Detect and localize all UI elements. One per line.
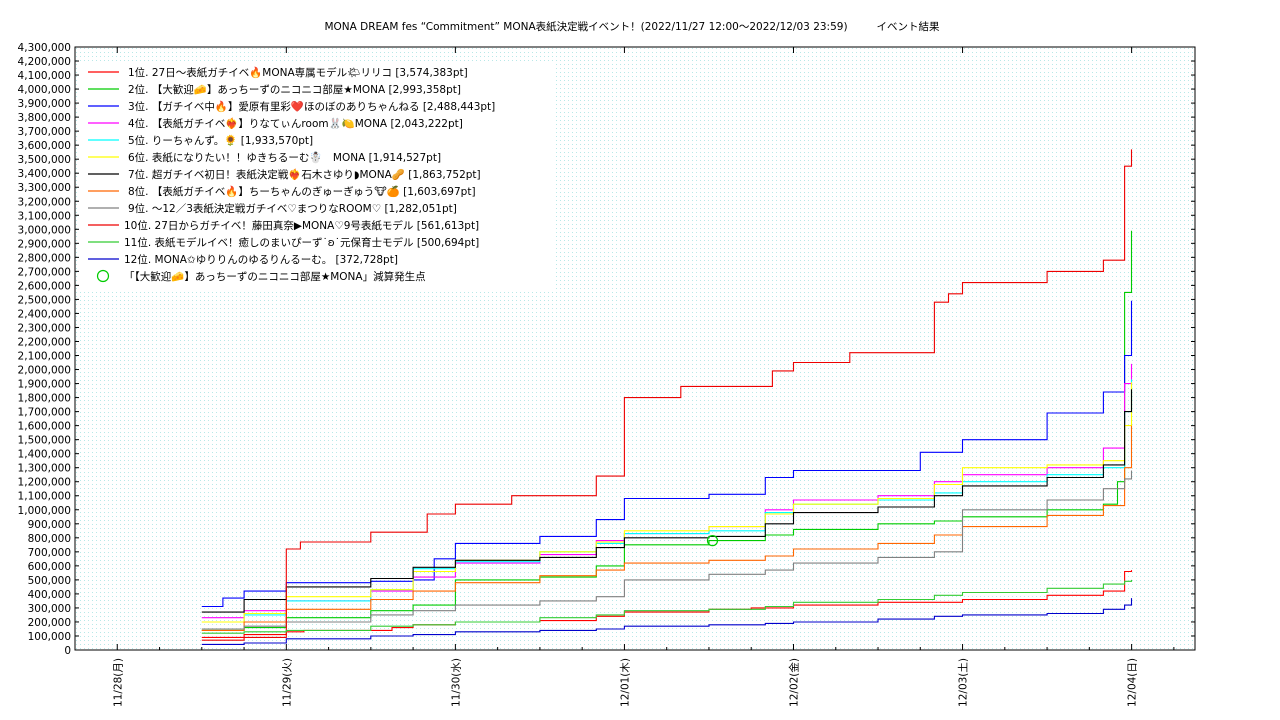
y-tick-label: 1,100,000 xyxy=(18,491,71,503)
y-tick-label: 4,100,000 xyxy=(18,70,71,82)
annotation-marker xyxy=(706,535,719,547)
y-tick-label: 1,900,000 xyxy=(18,379,71,391)
y-tick-label: 3,800,000 xyxy=(18,112,71,124)
x-tick-label: 12/02(金) xyxy=(787,658,800,707)
y-tick-label: 100,000 xyxy=(28,631,71,643)
y-tick-label: 900,000 xyxy=(28,519,71,531)
series-line-8 xyxy=(201,425,1133,631)
y-tick-label: 2,700,000 xyxy=(18,266,71,278)
y-axis: 0 100,000 200,000 300,000 400,000 500,000 600,… xyxy=(18,42,1195,657)
series-line-6 xyxy=(201,382,1133,623)
legend-entry-5: 5位. りーちゃんず。🌻 [1,933,570pt] xyxy=(128,134,313,147)
y-tick-label: 2,900,000 xyxy=(18,238,71,250)
y-tick-label: 3,500,000 xyxy=(18,154,71,166)
y-tick-label: 3,000,000 xyxy=(18,224,71,236)
y-tick-label: 300,000 xyxy=(28,603,71,615)
y-tick-label: 1,300,000 xyxy=(18,463,71,475)
y-tick-label: 2,800,000 xyxy=(18,252,71,264)
y-tick-label: 3,200,000 xyxy=(18,196,71,208)
x-tick-label: 11/29(火) xyxy=(281,658,293,707)
x-tick-label: 12/04(日) xyxy=(1127,658,1139,707)
legend-annotation-label: 「【大歓迎🧀】あっちーずのニコニコ部屋★MONA」減算発生点 xyxy=(124,270,426,283)
y-tick-label: 2,600,000 xyxy=(18,280,71,292)
y-tick-label: 3,600,000 xyxy=(18,140,71,152)
series-line-12 xyxy=(201,598,1133,645)
y-tick-label: 2,200,000 xyxy=(18,336,71,348)
y-tick-label: 1,500,000 xyxy=(18,435,71,447)
y-tick-label: 200,000 xyxy=(28,617,71,629)
legend-entry-9: 9位. 〜12／3表紙決定戦ガチイベ♡まつりなROOM♡ [1,282,051p… xyxy=(128,202,457,215)
legend-entry-8: 8位. 【表紙ガチイベ🔥】ちーちゃんのぎゅーぎゅう🐮🍊 [1,603,697pt… xyxy=(128,185,476,198)
series-layer xyxy=(201,149,1133,645)
y-tick-label: 3,700,000 xyxy=(18,126,71,138)
y-tick-label: 1,800,000 xyxy=(18,393,71,405)
y-tick-label: 4,300,000 xyxy=(18,42,71,54)
y-tick-label: 4,200,000 xyxy=(18,56,71,68)
y-tick-label: 2,000,000 xyxy=(18,365,71,377)
y-tick-label: 1,200,000 xyxy=(18,477,71,489)
plot-frame xyxy=(74,46,1196,651)
x-axis: 11/28(月) 11/29(火) 11/30(水) 12/01(木) 12/02(金)… xyxy=(112,47,1175,707)
legend-entry-11: 11位. 表紙モデルイベ！癒しのまいぴーず˙ʚ˙元保育士モデル [500,694… xyxy=(124,236,479,249)
legend-entry-4: 4位. 【表紙ガチイベ❤️‍🔥】りなてぃんroom🐰🍋MONA [2,043,2… xyxy=(128,117,463,130)
y-tick-label: 4,000,000 xyxy=(18,84,71,96)
legend-entry-12: 12位. MONA✩ゆりりんのゆるりんるーむ。 [372,728pt] xyxy=(124,253,398,266)
y-tick-label: 700,000 xyxy=(28,547,71,559)
y-tick-label: 2,100,000 xyxy=(18,351,71,363)
series-line-9 xyxy=(201,470,1133,630)
y-tick-label: 3,100,000 xyxy=(18,210,71,222)
y-tick-label: 800,000 xyxy=(28,533,71,545)
legend-entry-1: 1位. 27日〜表紙ガチイベ🔥MONA専属モデル🌤リリコ [3,574,383p… xyxy=(128,66,468,79)
legend: 1位. 27日〜表紙ガチイベ🔥MONA専属モデル🌤リリコ [3,574,383p… xyxy=(80,62,555,290)
annotation-layer xyxy=(706,535,719,547)
y-tick-label: 1,700,000 xyxy=(18,407,71,419)
x-tick-label: 11/28(月) xyxy=(112,658,124,707)
legend-entry-2: 2位. 【大歓迎🧀】あっちーずのニコニコ部屋★MONA [2,993,358pt… xyxy=(128,83,461,96)
y-tick-label: 2,400,000 xyxy=(18,308,71,320)
y-tick-label: 600,000 xyxy=(28,561,71,573)
legend-entry-7: 7位. 超ガチイベ初日！表紙決定戦❤️‍🔥石木さゆり◗MONA🥜 [1,863,… xyxy=(128,167,481,181)
chart-title-suffix: イベント結果 xyxy=(877,20,940,33)
y-tick-label: 1,400,000 xyxy=(18,449,71,461)
series-line-3 xyxy=(201,300,1133,608)
series-line-11 xyxy=(201,579,1133,634)
y-tick-label: 2,500,000 xyxy=(18,294,71,306)
x-tick-label: 12/01(木) xyxy=(619,658,631,707)
legend-entry-10: 10位. 27日からガチイベ！藤田真奈▶︎MONA♡9号表紙モデル [561,6… xyxy=(124,219,479,232)
y-tick-label: 3,400,000 xyxy=(18,168,71,180)
y-tick-label: 2,300,000 xyxy=(18,322,71,334)
chart-title: MONA DREAM fes “Commitment” MONA表紙決定戦イベン… xyxy=(324,20,847,33)
y-tick-label: 400,000 xyxy=(28,589,71,601)
y-tick-label: 1,000,000 xyxy=(18,505,71,517)
legend-entry-6: 6位. 表紙になりたい！！ゆきちるーむ☃️ MONA [1,914,527pt] xyxy=(128,151,441,164)
x-tick-label: 12/03(土) xyxy=(957,658,970,707)
legend-annotation-marker xyxy=(96,269,110,283)
series-line-10 xyxy=(201,149,1133,641)
y-tick-label: 3,900,000 xyxy=(18,98,71,110)
y-tick-label: 0 xyxy=(64,645,71,657)
x-tick-label: 11/30(水) xyxy=(450,658,462,707)
legend-entry-3: 3位. 【ガチイベ中🔥】愛原有里彩❤️ほのぼのありちゃんねる [2,488,44… xyxy=(128,100,495,113)
y-tick-label: 3,300,000 xyxy=(18,182,71,194)
y-tick-label: 500,000 xyxy=(28,575,71,587)
legend-background xyxy=(80,62,555,290)
y-tick-label: 1,600,000 xyxy=(18,421,71,433)
